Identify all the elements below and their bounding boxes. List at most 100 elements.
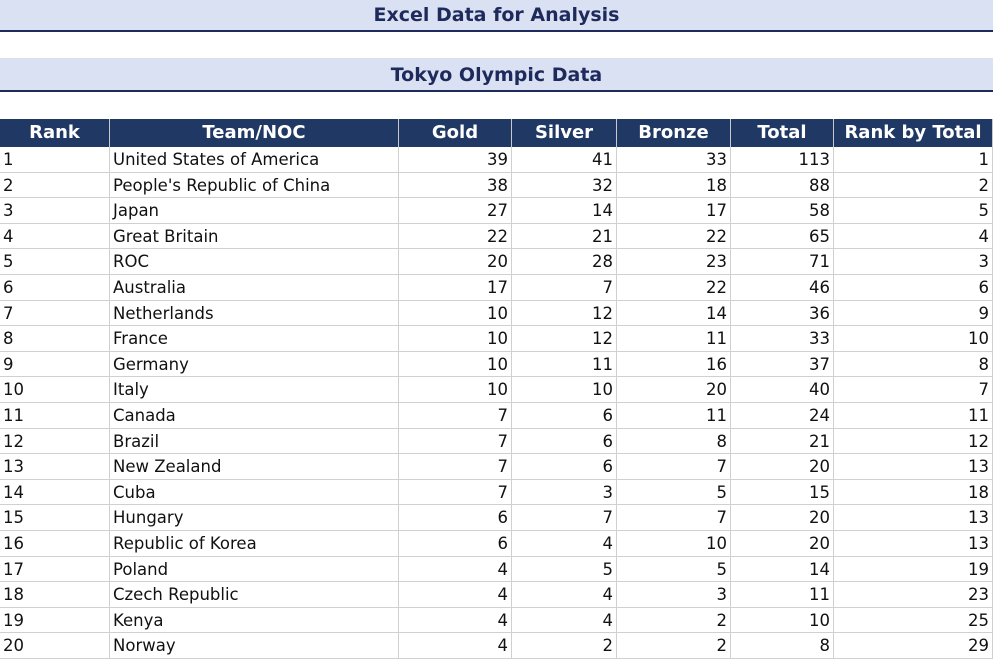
value-cell: 5 — [512, 556, 617, 583]
rank-cell: 4 — [0, 223, 110, 250]
value-cell: 4 — [399, 607, 512, 634]
value-cell: 33 — [731, 326, 834, 352]
value-cell: 21 — [731, 428, 834, 455]
value-cell: 6 — [834, 275, 993, 301]
value-cell: 37 — [731, 351, 834, 378]
value-cell: 11 — [834, 403, 993, 429]
value-cell: 12 — [834, 428, 993, 455]
rank-cell: 2 — [0, 172, 110, 199]
rank-cell: 6 — [0, 275, 110, 301]
value-cell: 20 — [731, 505, 834, 531]
value-cell: 28 — [512, 249, 617, 275]
value-cell: 2 — [512, 633, 617, 659]
team-cell: Japan — [110, 198, 399, 224]
value-cell: 4 — [512, 531, 617, 557]
column-header: Rank by Total — [834, 119, 993, 147]
team-cell: Germany — [110, 351, 399, 378]
value-cell: 3 — [834, 249, 993, 275]
value-cell: 10 — [834, 326, 993, 352]
value-cell: 7 — [399, 454, 512, 480]
value-cell: 7 — [617, 505, 731, 531]
value-cell: 3 — [617, 582, 731, 608]
value-cell: 4 — [399, 582, 512, 608]
value-cell: 5 — [617, 556, 731, 583]
team-cell: Cuba — [110, 479, 399, 506]
value-cell: 23 — [617, 249, 731, 275]
team-cell: ROC — [110, 249, 399, 275]
column-header: Rank — [0, 119, 110, 147]
rank-cell: 13 — [0, 454, 110, 480]
value-cell: 7 — [512, 505, 617, 531]
value-cell: 22 — [617, 223, 731, 250]
value-cell: 7 — [834, 377, 993, 403]
value-cell: 38 — [399, 172, 512, 199]
value-cell: 1 — [834, 147, 993, 173]
team-cell: People's Republic of China — [110, 172, 399, 199]
team-cell: Australia — [110, 275, 399, 301]
rank-cell: 8 — [0, 326, 110, 352]
value-cell: 4 — [399, 633, 512, 659]
value-cell: 33 — [617, 147, 731, 173]
team-cell: Czech Republic — [110, 582, 399, 608]
value-cell: 8 — [731, 633, 834, 659]
value-cell: 24 — [731, 403, 834, 429]
column-header: Bronze — [617, 119, 731, 147]
rank-cell: 9 — [0, 351, 110, 378]
value-cell: 5 — [617, 479, 731, 506]
rank-cell: 7 — [0, 300, 110, 327]
rank-cell: 11 — [0, 403, 110, 429]
value-cell: 14 — [512, 198, 617, 224]
value-cell: 4 — [399, 556, 512, 583]
value-cell: 3 — [512, 479, 617, 506]
value-cell: 20 — [731, 454, 834, 480]
value-cell: 10 — [399, 351, 512, 378]
team-cell: Norway — [110, 633, 399, 659]
value-cell: 58 — [731, 198, 834, 224]
rank-cell: 18 — [0, 582, 110, 608]
value-cell: 22 — [617, 275, 731, 301]
rank-cell: 16 — [0, 531, 110, 557]
value-cell: 27 — [399, 198, 512, 224]
value-cell: 36 — [731, 300, 834, 327]
value-cell: 6 — [399, 505, 512, 531]
value-cell: 4 — [512, 607, 617, 634]
value-cell: 40 — [731, 377, 834, 403]
sheet-subtitle: Tokyo Olympic Data — [0, 58, 993, 92]
value-cell: 11 — [731, 582, 834, 608]
value-cell: 4 — [834, 223, 993, 250]
column-header: Gold — [399, 119, 512, 147]
rank-cell: 14 — [0, 479, 110, 506]
value-cell: 32 — [512, 172, 617, 199]
team-cell: Great Britain — [110, 223, 399, 250]
value-cell: 14 — [617, 300, 731, 327]
value-cell: 23 — [834, 582, 993, 608]
value-cell: 9 — [834, 300, 993, 327]
value-cell: 15 — [731, 479, 834, 506]
value-cell: 18 — [617, 172, 731, 199]
rank-cell: 12 — [0, 428, 110, 455]
value-cell: 2 — [834, 172, 993, 199]
rank-cell: 1 — [0, 147, 110, 173]
value-cell: 17 — [617, 198, 731, 224]
value-cell: 6 — [512, 428, 617, 455]
value-cell: 12 — [512, 300, 617, 327]
value-cell: 2 — [617, 607, 731, 634]
team-cell: New Zealand — [110, 454, 399, 480]
value-cell: 65 — [731, 223, 834, 250]
rank-cell: 17 — [0, 556, 110, 583]
value-cell: 6 — [512, 403, 617, 429]
team-cell: Netherlands — [110, 300, 399, 327]
value-cell: 7 — [399, 428, 512, 455]
value-cell: 29 — [834, 633, 993, 659]
team-cell: Kenya — [110, 607, 399, 634]
rank-cell: 20 — [0, 633, 110, 659]
value-cell: 10 — [399, 300, 512, 327]
value-cell: 7 — [399, 403, 512, 429]
value-cell: 20 — [731, 531, 834, 557]
value-cell: 41 — [512, 147, 617, 173]
value-cell: 113 — [731, 147, 834, 173]
value-cell: 7 — [512, 275, 617, 301]
value-cell: 19 — [834, 556, 993, 583]
value-cell: 22 — [399, 223, 512, 250]
